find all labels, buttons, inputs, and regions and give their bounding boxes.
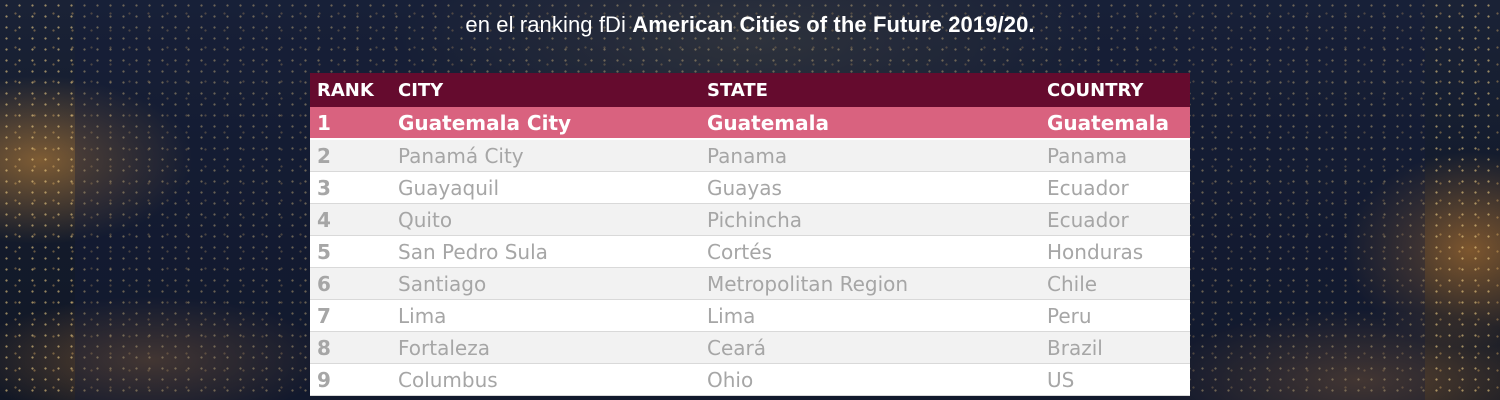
rank-cell: 9 (310, 363, 391, 396)
city-cell: San Pedro Sula (391, 235, 700, 268)
table-row: 3 Guayaquil Guayas Ecuador (310, 171, 1190, 204)
country-cell: Honduras (1040, 235, 1190, 268)
rank-cell: 2 (310, 139, 391, 172)
rank-cell: 7 (310, 299, 391, 332)
state-cell: Ohio (700, 363, 1040, 396)
column-header-country: COUNTRY (1040, 73, 1190, 107)
country-cell: Panama (1040, 139, 1190, 172)
state-cell: Panama (700, 139, 1040, 172)
table-row-highlighted: 1 Guatemala City Guatemala Guatemala (310, 107, 1190, 140)
rank-cell: 6 (310, 267, 391, 300)
city-cell: Panamá City (391, 139, 700, 172)
city-cell: Guayaquil (391, 171, 700, 204)
column-header-city: CITY (391, 73, 700, 107)
table-row: 8 Fortaleza Ceará Brazil (310, 331, 1190, 364)
country-cell: Guatemala (1040, 107, 1190, 140)
rank-cell: 1 (310, 107, 391, 140)
state-cell: Cortés (700, 235, 1040, 268)
rank-cell: 3 (310, 171, 391, 204)
column-header-rank: RANK (310, 73, 391, 107)
state-cell: Guatemala (700, 107, 1040, 140)
city-cell: Santiago (391, 267, 700, 300)
country-cell: Ecuador (1040, 171, 1190, 204)
table-row: 7 Lima Lima Peru (310, 299, 1190, 332)
table-row: 9 Columbus Ohio US (310, 363, 1190, 396)
table-row: 6 Santiago Metropolitan Region Chile (310, 267, 1190, 300)
city-cell: Guatemala City (391, 107, 700, 140)
state-cell: Guayas (700, 171, 1040, 204)
country-cell: Chile (1040, 267, 1190, 300)
subtitle-prefix: en el ranking fDi (465, 12, 633, 37)
rank-cell: 4 (310, 203, 391, 236)
city-cell: Quito (391, 203, 700, 236)
table-row: 5 San Pedro Sula Cortés Honduras (310, 235, 1190, 268)
subtitle-bold: American Cities of the Future 2019/20. (632, 12, 1035, 37)
rank-cell: 8 (310, 331, 391, 364)
state-cell: Metropolitan Region (700, 267, 1040, 300)
city-cell: Lima (391, 299, 700, 332)
city-cell: Columbus (391, 363, 700, 396)
state-cell: Lima (700, 299, 1040, 332)
column-header-state: STATE (700, 73, 1040, 107)
table-row: 4 Quito Pichincha Ecuador (310, 203, 1190, 236)
ranking-table: RANK CITY STATE COUNTRY 1 Guatemala City… (310, 73, 1190, 396)
state-cell: Ceará (700, 331, 1040, 364)
state-cell: Pichincha (700, 203, 1040, 236)
country-cell: Ecuador (1040, 203, 1190, 236)
country-cell: Peru (1040, 299, 1190, 332)
ranking-subtitle: en el ranking fDi American Cities of the… (0, 12, 1500, 38)
table-header-row: RANK CITY STATE COUNTRY (310, 73, 1190, 107)
rank-cell: 5 (310, 235, 391, 268)
country-cell: Brazil (1040, 331, 1190, 364)
country-cell: US (1040, 363, 1190, 396)
city-cell: Fortaleza (391, 331, 700, 364)
table-row: 2 Panamá City Panama Panama (310, 139, 1190, 172)
